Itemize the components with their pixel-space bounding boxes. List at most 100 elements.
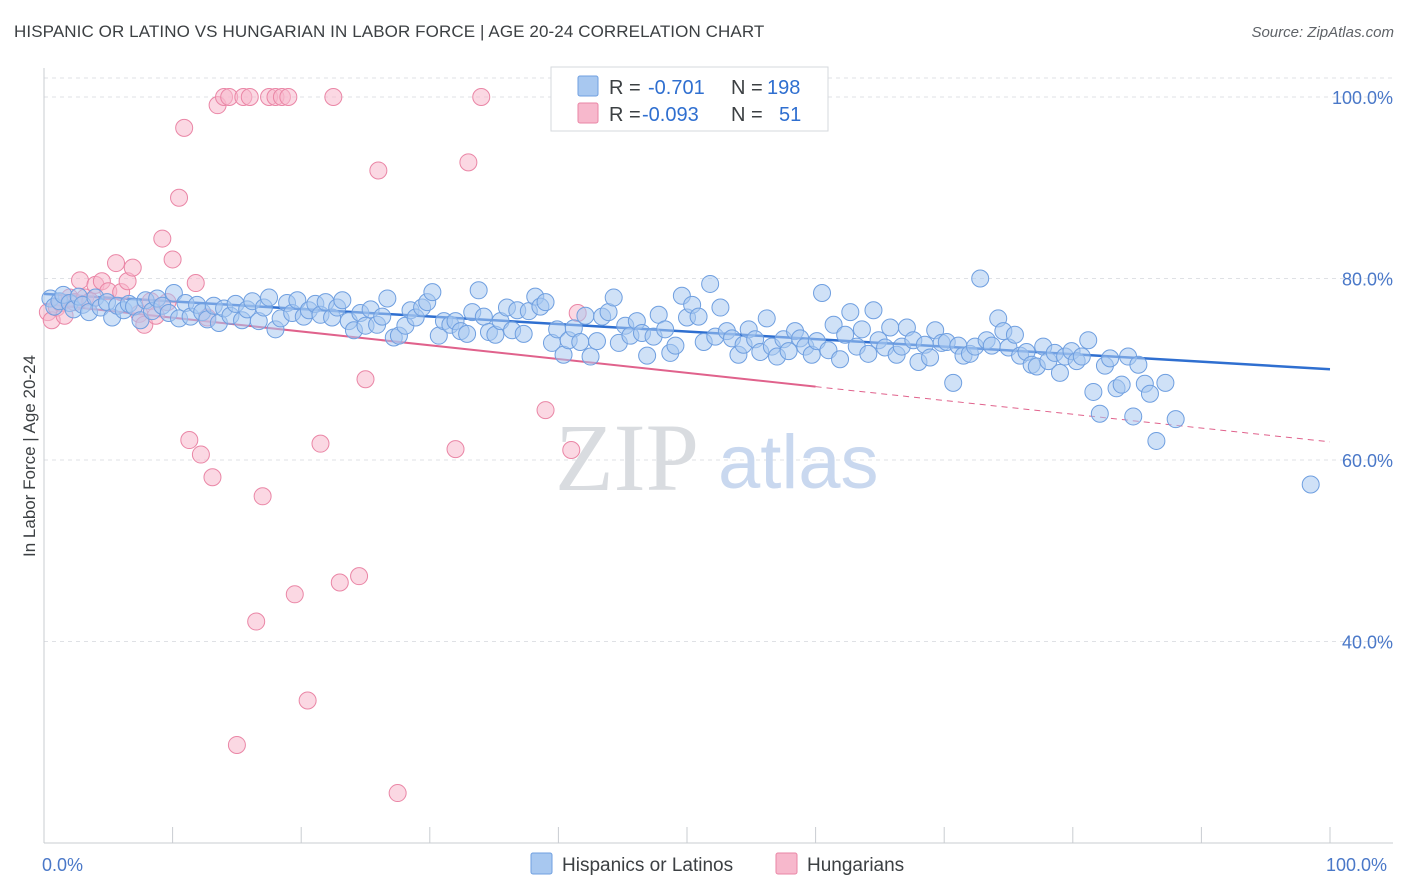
hungarian-point — [123, 258, 142, 277]
hispanic-point — [881, 318, 900, 337]
legend-n-value-1: 198 — [767, 77, 800, 99]
hispanic-point — [469, 281, 488, 300]
hispanic-point — [458, 324, 477, 343]
hispanic-point — [474, 307, 493, 326]
series-legend-swatch-hispanic — [530, 852, 553, 875]
watermark-atlas: atlas — [718, 420, 879, 505]
hispanic-point — [1072, 347, 1091, 366]
watermark-zip: ZIP — [555, 404, 699, 511]
hungarian-point — [285, 585, 304, 604]
hungarian-point — [330, 573, 349, 592]
y-axis-label: In Labor Force | Age 20-24 — [20, 355, 39, 557]
hispanic-point — [982, 336, 1001, 355]
legend-r-label-2: R = — [609, 104, 641, 126]
hispanic-point — [824, 315, 843, 334]
hungarian-point — [71, 271, 90, 290]
hispanic-point — [373, 307, 392, 326]
hungarian-point — [170, 188, 189, 207]
hungarian-point — [388, 784, 407, 803]
x-tick-label-max: 100.0% — [1326, 855, 1387, 875]
hispanic-point — [514, 324, 533, 343]
hungarian-point — [298, 691, 317, 710]
series-legend-swatch-hungarian — [775, 852, 798, 875]
hungarian-point — [446, 440, 465, 459]
hispanic-point — [333, 291, 352, 310]
hungarian-point — [253, 487, 272, 506]
hispanic-point — [1050, 363, 1069, 382]
hispanic-point — [1112, 375, 1131, 394]
chart-title: HISPANIC OR LATINO VS HUNGARIAN IN LABOR… — [14, 22, 765, 41]
hispanic-point — [1166, 410, 1185, 429]
hispanic-point — [1147, 431, 1166, 450]
hispanic-point — [1129, 355, 1148, 374]
stats-legend: R = -0.701 N = 198 R = -0.093 N = 51 — [550, 66, 829, 132]
hungarian-point — [279, 88, 298, 106]
hispanic-point — [921, 348, 940, 367]
legend-n-label-1: N = — [731, 77, 763, 99]
hispanic-point — [813, 284, 832, 303]
hispanic-point — [1079, 331, 1098, 350]
hungarian-point — [350, 567, 369, 586]
hispanic-point — [1124, 407, 1143, 426]
hungarian-point — [472, 88, 491, 106]
hispanic-point — [576, 306, 595, 325]
hispanic-point — [1090, 404, 1109, 423]
legend-r-label-1: R = — [609, 77, 641, 99]
grid-lines — [44, 77, 1393, 642]
hispanic-point — [581, 347, 600, 366]
hungarian-point — [227, 735, 246, 754]
hungarian-point — [153, 229, 172, 248]
hispanic-point — [604, 288, 623, 307]
x-tick-marks — [43, 827, 1331, 843]
hispanic-point — [1156, 373, 1175, 392]
y-tick-label: 100.0% — [1332, 88, 1393, 108]
hispanic-point — [841, 303, 860, 322]
hungarian-point — [459, 153, 478, 172]
hispanic-point — [689, 307, 708, 326]
series-legend-label-hispanic: Hispanics or Latinos — [562, 855, 733, 876]
hungarian-point — [311, 434, 330, 453]
hispanic-point — [836, 325, 855, 344]
legend-n-value-2: 51 — [779, 104, 801, 126]
y-tick-label: 40.0% — [1342, 633, 1393, 653]
hispanic-point — [971, 269, 990, 288]
x-tick-label-min: 0.0% — [42, 855, 83, 875]
hispanic-point — [711, 298, 730, 317]
hispanic-point — [638, 346, 657, 365]
hispanic-point — [666, 336, 685, 355]
hispanic-point — [859, 344, 878, 363]
hungarian-point — [203, 468, 222, 487]
hungarian-point — [191, 445, 210, 464]
legend-swatch-blue — [577, 75, 599, 97]
y-tick-labels: 40.0% 60.0% 80.0% 100.0% — [1332, 88, 1393, 653]
hispanic-point — [1101, 349, 1120, 368]
hungarian-point — [356, 370, 375, 389]
hungarian-point — [180, 431, 199, 450]
hispanic-point — [1005, 325, 1024, 344]
chart-source: Source: ZipAtlas.com — [1251, 24, 1394, 41]
hispanic-point — [864, 301, 883, 320]
legend-r-value-2: -0.093 — [642, 104, 699, 126]
hungarian-point — [247, 612, 266, 631]
hungarian-point — [107, 254, 126, 273]
hispanic-point — [1140, 384, 1159, 403]
hispanic-point — [944, 373, 963, 392]
hispanic-point — [852, 320, 871, 339]
hispanic-point — [1301, 475, 1320, 494]
hispanic-point — [779, 342, 798, 361]
hispanic-point — [1084, 382, 1103, 401]
hispanic-point — [288, 291, 307, 310]
hungarian-point — [562, 441, 581, 460]
legend-r-value-1: -0.701 — [648, 77, 705, 99]
hispanic-point — [831, 350, 850, 369]
data-points — [38, 88, 1320, 803]
hungarian-point — [536, 401, 555, 420]
hispanic-point — [701, 274, 720, 293]
hispanic-point — [260, 288, 279, 307]
hispanic-point — [587, 332, 606, 351]
series-legend-label-hungarian: Hungarians — [807, 855, 904, 876]
hispanic-point — [571, 333, 590, 352]
hispanic-point — [164, 284, 183, 303]
y-tick-label: 80.0% — [1342, 270, 1393, 290]
hungarian-trend-line-extension — [815, 386, 1331, 443]
